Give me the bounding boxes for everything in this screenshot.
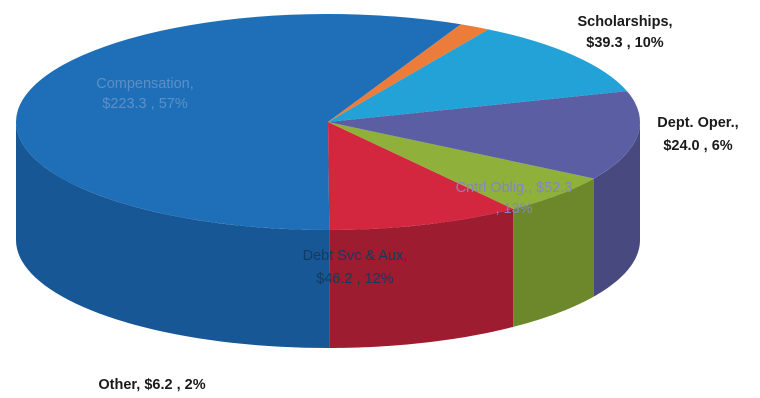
slice-label-debt-svc-aux: Debt Svc & Aux, $46.2 , 12% — [303, 248, 408, 287]
pie-side-cntrl-oblig — [593, 122, 640, 297]
slice-label-cntrl-oblig: Cntrl Oblig., $52.3 , 13% — [456, 180, 573, 217]
slice-label-debt-svc-aux-line1: Debt Svc & Aux, — [303, 248, 408, 264]
pie-side-scholarships — [329, 208, 514, 348]
pie-sides — [16, 122, 640, 348]
pie-side-dept-oper — [513, 178, 594, 327]
pie-slice-dept-oper — [328, 122, 594, 209]
slice-label-cntrl-oblig-line1: Cntrl Oblig., $52.3 — [456, 180, 573, 196]
slice-label-compensation-line1: Compensation, — [96, 76, 194, 92]
pie-slice-scholarships — [328, 122, 514, 230]
pie-side-compensation — [16, 122, 330, 348]
slice-label-dept-oper-line2: $24.0 , 6% — [663, 138, 732, 154]
slice-label-debt-svc-aux-line2: $46.2 , 12% — [316, 271, 393, 287]
slice-label-cntrl-oblig-line2: , 13% — [495, 201, 532, 217]
pie-slice-other — [328, 24, 489, 123]
slice-label-scholarships-line1: Scholarships, — [577, 14, 672, 30]
slice-label-other-line1: Other, $6.2 , 2% — [98, 377, 205, 393]
slice-label-scholarships-line2: $39.3 , 10% — [586, 35, 663, 51]
pie-slice-debt-svc-aux — [328, 29, 628, 122]
pie-slice-compensation — [15, 14, 461, 231]
slice-label-compensation: Compensation, $223.3 , 57% — [96, 76, 194, 112]
slice-label-dept-oper-line1: Dept. Oper., — [657, 115, 738, 131]
slice-label-other: Other, $6.2 , 2% — [98, 377, 205, 393]
pie-slice-cntrl-oblig — [328, 91, 640, 179]
slice-label-dept-oper: Dept. Oper., $24.0 , 6% — [657, 115, 738, 154]
slice-label-scholarships: Scholarships, $39.3 , 10% — [577, 14, 672, 51]
pie-top-slices — [15, 14, 640, 231]
slice-label-compensation-line2: $223.3 , 57% — [102, 96, 188, 112]
